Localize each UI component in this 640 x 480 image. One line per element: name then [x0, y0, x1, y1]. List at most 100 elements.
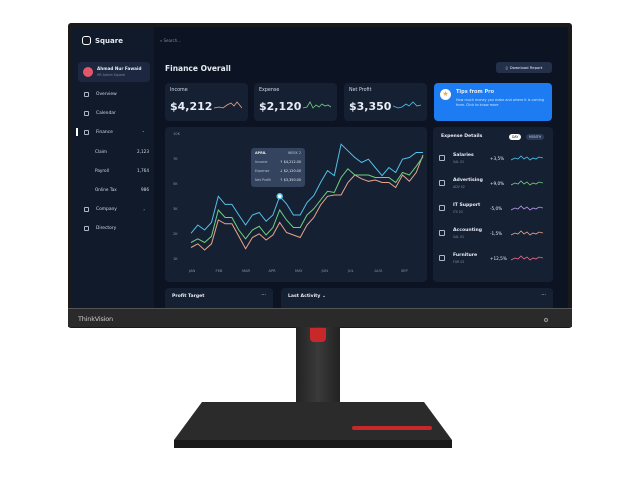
app-name: Square: [95, 36, 123, 45]
sidebar-item-calendar[interactable]: Calendar: [72, 107, 154, 119]
sub-count: 986: [141, 187, 149, 192]
category-icon: [439, 155, 445, 161]
sidebar-item-overview[interactable]: Overview: [72, 88, 154, 100]
expense-name: Salaries: [453, 153, 474, 158]
power-button[interactable]: [544, 318, 548, 322]
user-card[interactable]: Ahmad Nur Fawaid HR Admin Square: [78, 62, 150, 82]
tips-card[interactable]: ★ Tips from Pro How much money you make …: [434, 83, 552, 121]
briefcase-icon: [84, 206, 89, 212]
expense-details-card: Expense Details DAY MONTH Salaries SAL 02…: [433, 127, 553, 282]
chevron-down-icon: ⌄: [320, 294, 326, 299]
kpi-label: Expense: [259, 88, 280, 93]
app-logo[interactable]: Square: [82, 36, 123, 45]
x-tick-label: JUN: [321, 269, 328, 273]
kpi-net-profit: Net Profit $3,350: [344, 83, 427, 121]
kpi-income: Income $4,212: [165, 83, 248, 121]
tooltip-amount: $4,212.00: [283, 160, 301, 164]
tooltip-week: WEEK 2: [287, 151, 301, 155]
star-icon: ★: [440, 89, 451, 100]
search-input[interactable]: ⌕ Search...: [160, 38, 181, 43]
expense-code: SAL 02: [453, 160, 465, 164]
toggle-month[interactable]: MONTH: [526, 134, 544, 140]
expense-row[interactable]: Furniture FUR 02 +12,5%: [439, 253, 549, 273]
category-icon: [439, 255, 445, 261]
sub-label: Claim: [95, 149, 107, 154]
tooltip-label: Expense: [255, 169, 270, 173]
x-tick-label: JUL: [348, 269, 354, 273]
calendar-icon: [84, 110, 89, 116]
x-tick-label: JAN: [189, 269, 196, 273]
profit-sparkline: [393, 101, 421, 109]
expense-percent: -5,0%: [490, 206, 503, 211]
search-placeholder: Search...: [163, 38, 182, 43]
expense-row[interactable]: IT Support ITS 02 -5,0%: [439, 203, 549, 223]
y-tick-label: 2K: [173, 232, 178, 236]
user-name: Ahmad Nur Fawaid: [97, 66, 142, 71]
series-line: [190, 143, 423, 234]
sidebar-item-finance[interactable]: Finance ⌃: [72, 126, 154, 138]
toggle-day[interactable]: DAY: [509, 134, 522, 140]
expense-row[interactable]: Salaries SAL 02 +3,5%: [439, 153, 549, 173]
tooltip-month: APRIL: [255, 151, 267, 155]
sidebar-sub-payroll[interactable]: Payroll 1,764: [95, 168, 149, 173]
category-icon: [439, 230, 445, 236]
sub-label: Payroll: [95, 168, 109, 173]
kpi-value: $2,120: [259, 100, 302, 113]
expense-sparkline: [511, 205, 543, 211]
expense-percent: -1,5%: [490, 231, 503, 236]
expense-name: Advertising: [453, 178, 483, 183]
income-sparkline: [214, 101, 242, 109]
tooltip-label: Net Profit: [255, 178, 271, 182]
x-tick-label: APR: [268, 269, 276, 273]
more-options-button[interactable]: ···: [541, 292, 546, 298]
expense-code: ADV 02: [453, 185, 465, 189]
active-indicator: [76, 128, 78, 136]
stand-red-accent: [310, 328, 326, 342]
y-tick-label: 10K: [173, 132, 180, 136]
monitor-chin: ThinkVision: [68, 308, 572, 327]
y-tick-label: 5K: [173, 182, 178, 186]
expense-sparkline: [511, 255, 543, 261]
expense-row[interactable]: Advertising ADV 02 +9,0%: [439, 178, 549, 198]
nav-label: Directory: [96, 225, 117, 231]
expense-sparkline: [303, 101, 331, 109]
download-report-button[interactable]: ▯ Download Report: [496, 62, 552, 73]
sidebar-item-directory[interactable]: Directory: [72, 222, 154, 234]
sidebar-sub-online-tax[interactable]: Online Tax 986: [95, 187, 149, 192]
y-tick-label: 3K: [173, 207, 178, 211]
arrow-down-icon: ↓: [279, 169, 284, 173]
expense-title: Expense Details: [441, 134, 483, 139]
chevron-up-icon: ⌃: [141, 129, 145, 135]
expense-name: Accounting: [453, 228, 483, 233]
profit-target-title: Profit Target: [172, 294, 205, 299]
x-tick-label: AUG: [374, 269, 383, 273]
wallet-icon: [84, 129, 89, 135]
expense-name: Furniture: [453, 253, 478, 258]
nav-label: Overview: [96, 91, 117, 97]
x-tick-label: FEB: [215, 269, 223, 273]
screen: Square Ahmad Nur Fawaid HR Admin Square …: [72, 27, 568, 308]
expense-percent: +9,0%: [490, 181, 505, 186]
user-role: HR Admin Square: [97, 73, 126, 77]
search-icon: ⌕: [160, 38, 164, 43]
kpi-label: Net Profit: [349, 88, 372, 93]
last-activity-dropdown[interactable]: Last Activity ⌄: [288, 294, 326, 299]
arrow-up-icon: ↑: [279, 178, 284, 182]
kpi-expense: Expense $2,120: [254, 83, 337, 121]
tooltip-value: ↑ $3,350.00: [280, 178, 301, 182]
sidebar-item-company[interactable]: Company ›: [72, 203, 154, 215]
series-line: [190, 154, 424, 251]
more-options-button[interactable]: ···: [261, 292, 266, 298]
expense-code: SAL 02: [453, 235, 465, 239]
chart-tooltip: APRIL WEEK 2 Income ↑ $4,212.00 Expense …: [251, 148, 305, 187]
sidebar-sub-claim[interactable]: Claim 2,123: [95, 149, 149, 154]
page-title: Finance Overall: [165, 64, 231, 73]
expense-percent: +12,5%: [490, 256, 507, 261]
highlight-point[interactable]: [276, 193, 283, 200]
tooltip-value: ↑ $4,212.00: [280, 160, 301, 164]
tooltip-label: Income: [255, 160, 268, 164]
expense-row[interactable]: Accounting SAL 02 -1,5%: [439, 228, 549, 248]
avatar: [83, 67, 93, 77]
last-activity-card: Last Activity ⌄ ···: [281, 288, 553, 308]
x-tick-label: SEP: [401, 269, 408, 273]
